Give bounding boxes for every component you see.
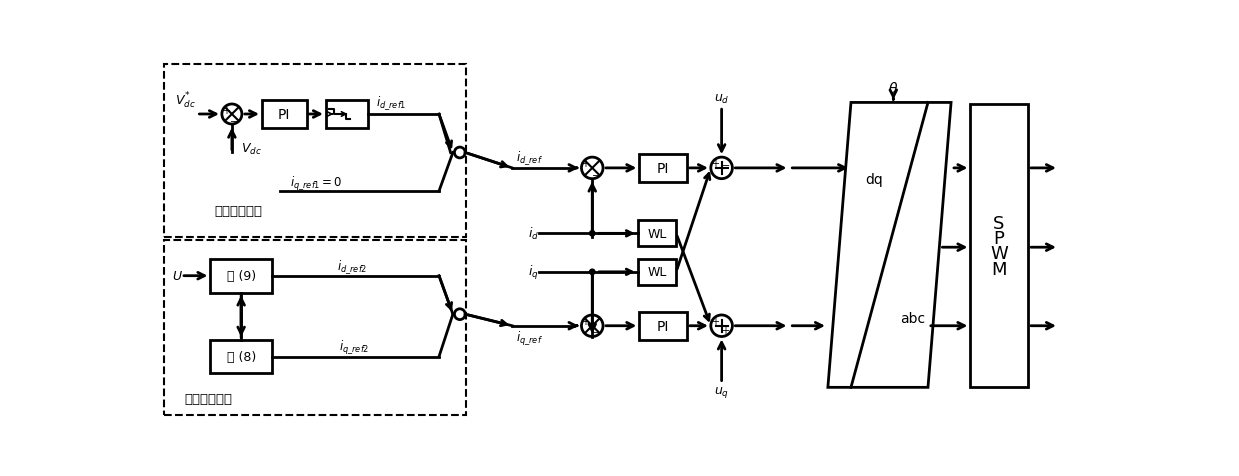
Text: WL: WL [647, 228, 667, 240]
Text: +: + [222, 106, 229, 116]
Circle shape [711, 158, 732, 179]
Text: $u_d$: $u_d$ [714, 93, 730, 106]
Text: $i_d$: $i_d$ [528, 226, 539, 242]
Text: $i_{q\_ref}$: $i_{q\_ref}$ [515, 329, 543, 347]
Text: $u_q$: $u_q$ [714, 384, 730, 399]
Text: PI: PI [657, 319, 669, 333]
Text: $i_{d\_ref1}$: $i_{d\_ref1}$ [375, 94, 406, 112]
Polygon shape [828, 103, 952, 387]
Text: WL: WL [647, 266, 667, 279]
Text: 有功优先控制: 有功优先控制 [214, 204, 263, 217]
Circle shape [581, 158, 603, 179]
Bar [211, 259, 271, 293]
Text: $-$: $-$ [721, 159, 730, 169]
Text: +: + [581, 317, 590, 327]
Circle shape [590, 231, 595, 237]
Bar [326, 101, 368, 129]
Bar [639, 312, 686, 340]
Text: $U$: $U$ [172, 269, 182, 283]
Text: +: + [711, 159, 719, 169]
Circle shape [455, 309, 465, 320]
Text: 式 (9): 式 (9) [227, 269, 255, 283]
Bar [164, 240, 466, 415]
Circle shape [590, 269, 595, 275]
Text: $i_{q\_ref1}=0$: $i_{q\_ref1}=0$ [290, 175, 342, 193]
Bar [164, 65, 466, 238]
Text: M: M [991, 260, 1006, 278]
Circle shape [455, 148, 465, 159]
Text: PI: PI [278, 108, 290, 122]
Text: S: S [994, 214, 1005, 232]
Bar [211, 340, 271, 374]
Bar [639, 155, 686, 182]
Text: $i_{q\_ref2}$: $i_{q\_ref2}$ [339, 338, 369, 356]
Text: P: P [994, 229, 1005, 248]
Text: $-$: $-$ [591, 168, 600, 178]
Bar [970, 105, 1028, 387]
Text: +: + [721, 326, 730, 336]
Text: $i_{d\_ref2}$: $i_{d\_ref2}$ [337, 257, 367, 275]
Circle shape [711, 315, 732, 337]
Text: $-$: $-$ [591, 326, 600, 336]
Text: W: W [990, 245, 1007, 263]
Circle shape [222, 105, 242, 125]
Bar [638, 221, 676, 247]
Text: +: + [711, 317, 719, 327]
Text: 无功优先控制: 无功优先控制 [185, 393, 232, 406]
Text: $i_q$: $i_q$ [528, 263, 538, 281]
Circle shape [581, 315, 603, 337]
Text: $V_{dc}^{*}$: $V_{dc}^{*}$ [175, 91, 196, 111]
Text: $V_{dc}$: $V_{dc}$ [242, 142, 261, 157]
Text: dq: dq [865, 173, 883, 187]
Text: $i_{d\_ref}$: $i_{d\_ref}$ [515, 149, 543, 167]
Text: $\theta$: $\theta$ [888, 80, 898, 95]
Text: abc: abc [900, 311, 926, 326]
Bar [261, 101, 306, 129]
Text: 式 (8): 式 (8) [227, 350, 255, 363]
Text: $-$: $-$ [229, 114, 238, 124]
Text: +: + [581, 159, 590, 169]
Text: PI: PI [657, 161, 669, 176]
Bar [638, 259, 676, 285]
